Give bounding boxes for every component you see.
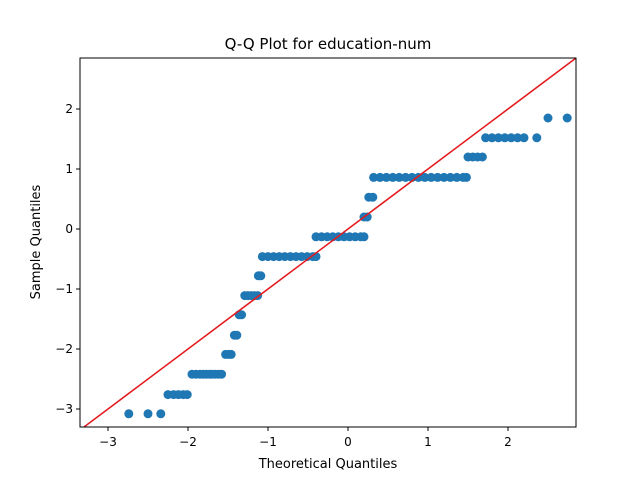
data-point	[433, 172, 443, 182]
data-point	[420, 172, 430, 182]
data-point	[532, 133, 542, 143]
y-axis-label: Sample Quantiles	[29, 184, 44, 299]
x-tick-label: 2	[504, 435, 512, 449]
data-point	[359, 232, 369, 242]
data-point	[143, 409, 153, 419]
x-axis-ticks: −3 −2 −1 0 1 2	[99, 427, 512, 449]
data-point	[426, 172, 436, 182]
data-point	[237, 310, 247, 320]
data-point	[217, 369, 227, 379]
x-tick-label: −3	[99, 435, 117, 449]
data-point	[401, 172, 411, 182]
data-point	[394, 172, 404, 182]
y-tick-label: −1	[55, 282, 73, 296]
y-axis-ticks: −3 −2 −1 0 1 2	[55, 102, 80, 416]
data-point	[493, 133, 503, 143]
data-point	[232, 330, 242, 340]
data-point	[452, 172, 462, 182]
data-point	[439, 172, 449, 182]
data-point	[519, 133, 529, 143]
x-tick-label: −2	[179, 435, 197, 449]
data-point	[226, 349, 236, 359]
data-point	[461, 172, 471, 182]
data-point	[124, 409, 134, 419]
data-point	[182, 390, 192, 400]
y-tick-label: 2	[65, 102, 73, 116]
data-point	[506, 133, 516, 143]
data-points	[124, 113, 572, 419]
reference-line	[82, 58, 576, 427]
data-point	[562, 113, 572, 123]
data-point	[362, 212, 372, 222]
data-point	[369, 172, 379, 182]
data-point	[543, 113, 553, 123]
y-tick-label: 0	[65, 222, 73, 236]
x-tick-label: 1	[424, 435, 432, 449]
data-point	[388, 172, 398, 182]
data-point	[477, 152, 487, 162]
data-point	[513, 133, 523, 143]
data-point	[368, 192, 378, 202]
data-point	[500, 133, 510, 143]
y-tick-label: −3	[55, 402, 73, 416]
data-point	[156, 409, 166, 419]
data-point	[487, 133, 497, 143]
y-tick-label: −2	[55, 342, 73, 356]
x-tick-label: 0	[344, 435, 352, 449]
data-point	[375, 172, 385, 182]
data-point	[256, 271, 266, 281]
data-point	[445, 172, 455, 182]
chart-title: Q-Q Plot for education-num	[225, 35, 432, 53]
x-axis-label: Theoretical Quantiles	[258, 457, 398, 472]
y-tick-label: 1	[65, 162, 73, 176]
data-point	[381, 172, 391, 182]
x-tick-label: −1	[259, 435, 277, 449]
plot-frame	[79, 57, 577, 428]
data-point	[481, 133, 491, 143]
